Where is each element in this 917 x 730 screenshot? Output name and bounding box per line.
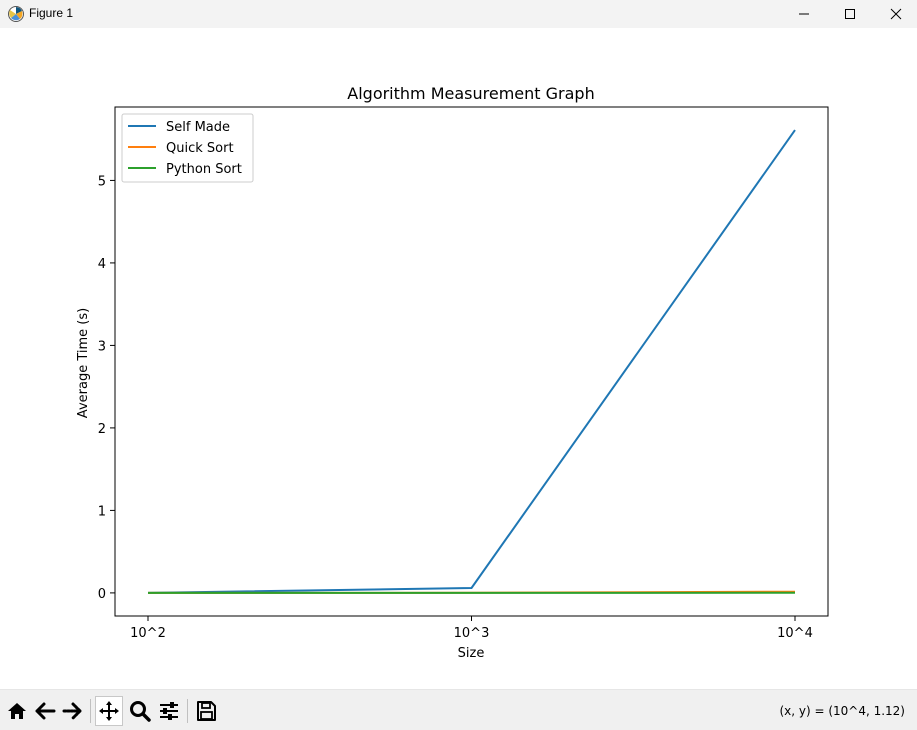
minimize-button[interactable]: [781, 0, 827, 28]
back-arrow-icon: [35, 702, 56, 720]
x-tick-label: 10^2: [130, 626, 166, 641]
matplotlib-app-icon: [7, 5, 25, 23]
forward-arrow-icon: [61, 702, 82, 720]
legend-label: Python Sort: [166, 162, 242, 177]
window-title: Figure 1: [29, 6, 74, 20]
y-tick-label: 4: [98, 257, 106, 272]
zoom-magnifier-icon: [130, 701, 151, 722]
minimize-icon: [799, 13, 809, 15]
close-icon: [890, 8, 902, 20]
y-tick-label: 1: [98, 504, 106, 519]
legend-box: [121, 113, 254, 183]
y-tick-label: 2: [98, 422, 106, 437]
y-tick-label: 3: [98, 339, 106, 354]
y-axis-label: Average Time (s): [76, 308, 91, 418]
x-tick-label: 10^4: [777, 626, 813, 641]
maximize-button[interactable]: [827, 0, 873, 28]
y-tick-label: 0: [98, 587, 106, 602]
configure-subplots-button[interactable]: [155, 697, 183, 725]
cursor-coordinates: (x, y) = (10^4, 1.12): [779, 704, 905, 718]
navigation-toolbar: (x, y) = (10^4, 1.12): [0, 689, 917, 730]
figure-canvas[interactable]: Algorithm Measurement Graph 10^2 10^3 10^4…: [0, 28, 917, 689]
maximize-icon: [845, 9, 855, 19]
save-floppy-icon: [197, 701, 216, 721]
x-axis-label: Size: [458, 646, 485, 661]
toolbar-separator: [187, 699, 188, 723]
home-icon: [8, 703, 26, 719]
ticks-layer: 10^2 10^3 10^4 0 1 2 3 4 5: [98, 174, 813, 641]
zoom-button[interactable]: [126, 697, 154, 725]
save-button[interactable]: [192, 697, 220, 725]
home-button[interactable]: [3, 697, 31, 725]
pan-move-icon: [99, 701, 119, 721]
axes-frame: [114, 106, 829, 617]
close-button[interactable]: [873, 0, 917, 28]
window-titlebar: Figure 1: [0, 0, 917, 28]
x-tick-label: 10^3: [454, 626, 490, 641]
forward-button[interactable]: [58, 697, 86, 725]
chart-title: Algorithm Measurement Graph: [347, 84, 594, 103]
legend: Self Made Quick Sort Python Sort: [121, 113, 254, 183]
series-layer: [147, 129, 796, 594]
pan-button[interactable]: [95, 696, 123, 726]
y-tick-label: 5: [98, 174, 106, 189]
line-chart: Algorithm Measurement Graph 10^2 10^3 10^4…: [76, 84, 829, 661]
toolbar-separator: [90, 699, 91, 723]
legend-label: Self Made: [166, 120, 230, 135]
legend-label: Quick Sort: [166, 141, 234, 156]
series-line-self-made: [147, 129, 796, 594]
configure-sliders-icon: [160, 702, 178, 720]
back-button[interactable]: [31, 697, 59, 725]
